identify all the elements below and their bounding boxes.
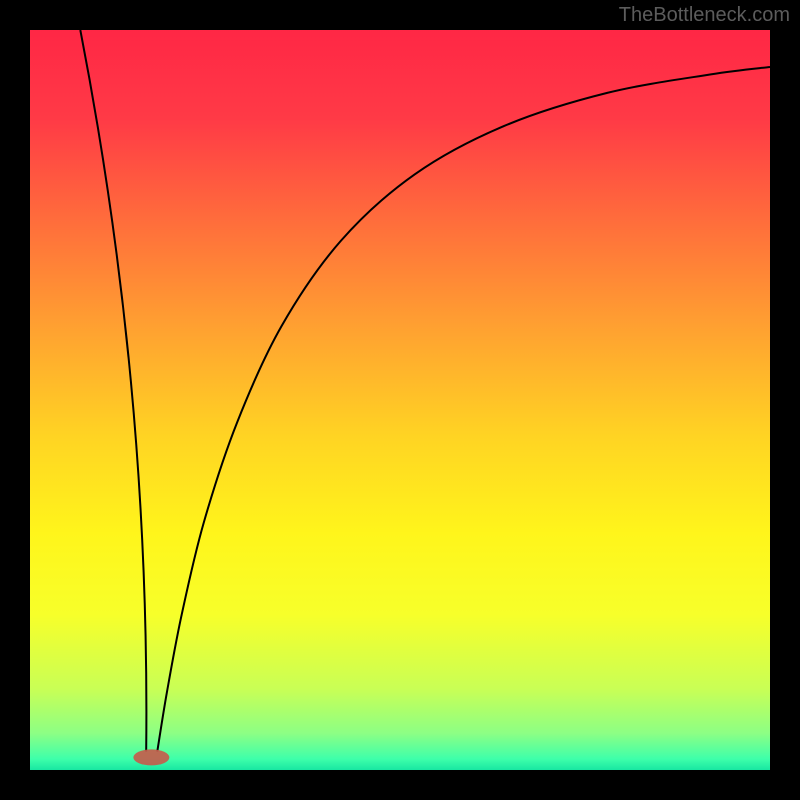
bottleneck-chart	[0, 0, 800, 800]
chart-container: TheBottleneck.com	[0, 0, 800, 800]
plot-background	[30, 30, 770, 770]
watermark-text: TheBottleneck.com	[619, 4, 790, 27]
minimum-marker	[133, 749, 169, 765]
